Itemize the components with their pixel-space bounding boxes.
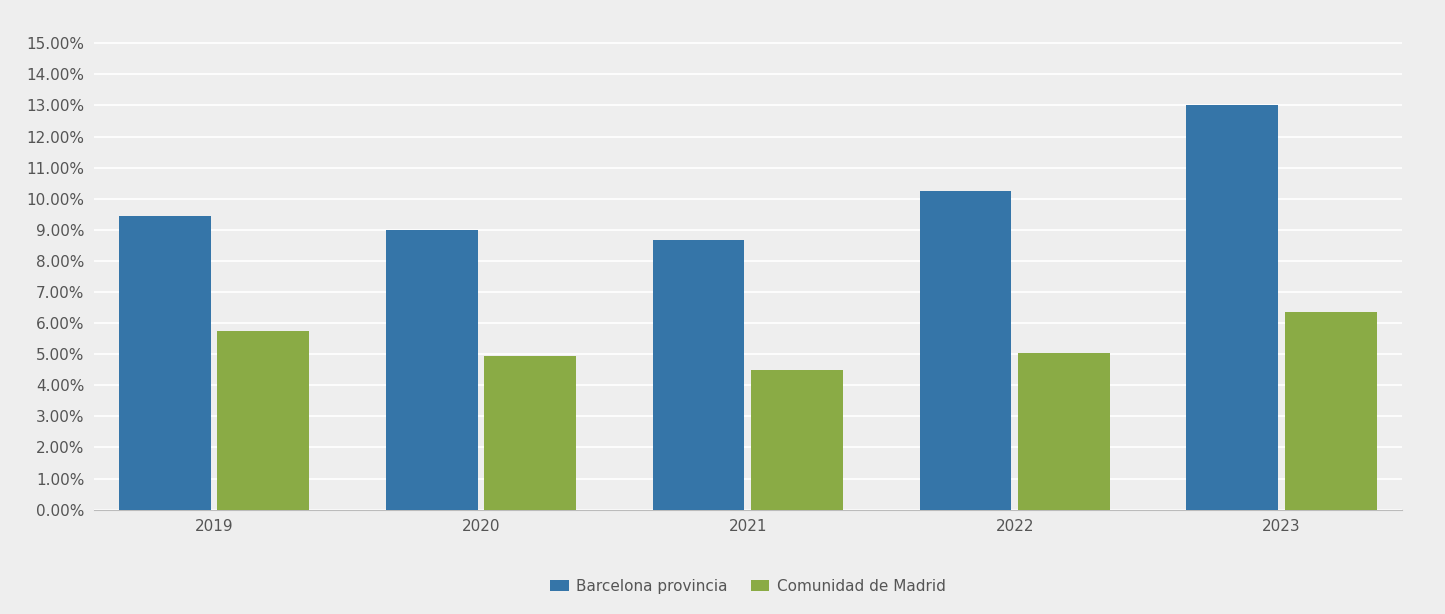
Bar <box>919 191 1011 510</box>
Bar <box>118 216 211 510</box>
Bar <box>653 240 744 510</box>
Bar <box>751 370 842 510</box>
Bar <box>386 230 477 510</box>
Bar <box>1019 352 1110 510</box>
Legend: Barcelona provincia, Comunidad de Madrid: Barcelona provincia, Comunidad de Madrid <box>545 573 951 600</box>
Bar <box>1186 106 1279 510</box>
Bar <box>217 331 309 510</box>
Bar <box>1285 312 1377 510</box>
Bar <box>484 356 577 510</box>
